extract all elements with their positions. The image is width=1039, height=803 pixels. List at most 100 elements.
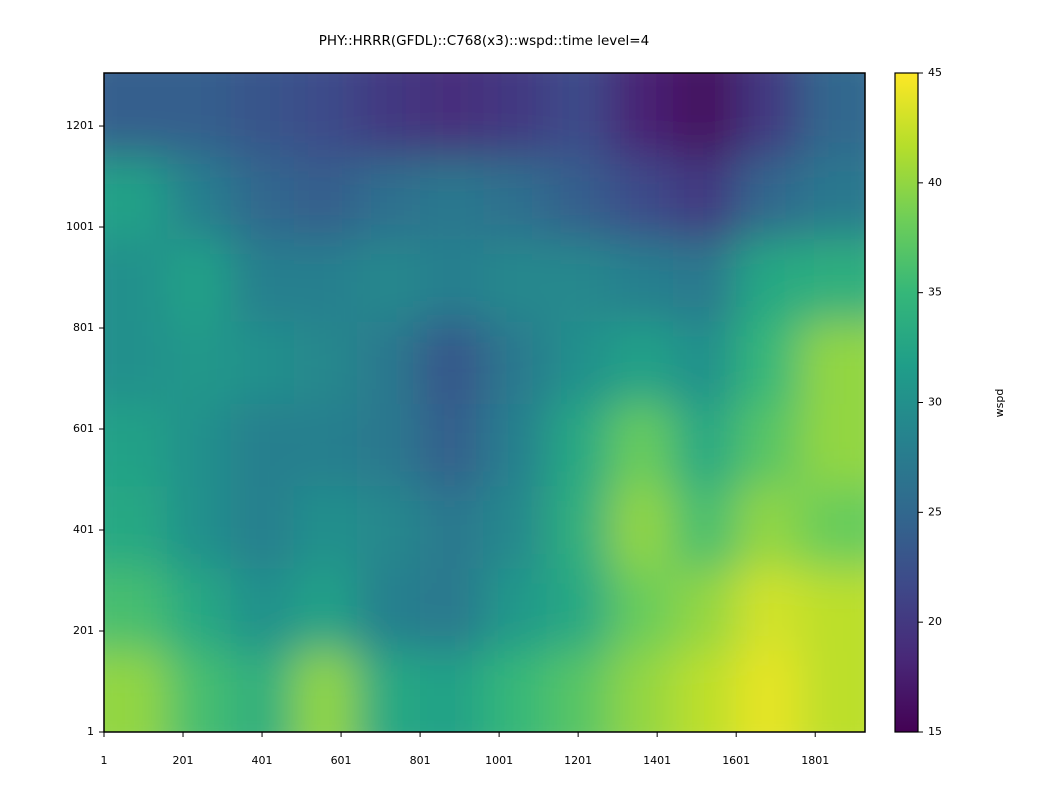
y-tick-label: 201 [73,624,94,637]
heatmap-cell [736,156,801,240]
y-tick-label: 801 [73,321,94,334]
heatmap-cell [672,320,738,405]
heatmap-cell [736,320,801,405]
heatmap-cell [546,403,611,487]
heatmap-cell [167,649,232,732]
y-tick-label: 601 [73,422,94,435]
heatmap-cell [420,156,485,240]
heatmap-cell [483,649,548,732]
heatmap-cell [799,403,865,487]
heatmap-cell [609,73,674,158]
heatmap-cell [230,320,295,405]
x-tick-label: 801 [410,754,431,767]
heatmap-cell [546,73,611,158]
heatmap-cell [609,485,674,569]
heatmap-cell [609,156,674,240]
heatmap-cell [356,649,422,732]
heatmap-cell [736,403,801,487]
heatmap-cell [420,238,485,322]
heatmap-cell [293,485,358,569]
heatmap-cell [293,649,358,732]
heatmap-cell [167,567,232,651]
heatmap-cell [546,238,611,322]
heatmap-cell [672,567,738,651]
heatmap-cell [104,485,169,569]
x-tick-label: 1401 [643,754,671,767]
colorbar-tick-label: 45 [928,66,942,79]
x-tick-label: 1 [101,754,108,767]
heatmap-cell [356,567,422,651]
heatmap-cell [799,567,865,651]
y-tick-label: 401 [73,523,94,536]
heatmap-cell [104,238,169,322]
heatmap-cell [420,320,485,405]
heatmap-cell [609,320,674,405]
heatmap-cell [356,156,422,240]
heatmap-cell [546,567,611,651]
heatmap-cell [483,238,548,322]
heatmap-cell [672,238,738,322]
x-tick-label: 601 [331,754,352,767]
heatmap-cell [293,73,358,158]
heatmap-cell [293,403,358,487]
heatmap-cell [609,567,674,651]
colorbar-tick-label: 15 [928,725,942,738]
heatmap-cell [483,403,548,487]
heatmap-cell [799,649,865,732]
heatmap-cell [420,403,485,487]
x-tick-label: 1601 [722,754,750,767]
heatmap-cell [167,485,232,569]
heatmap-cell [230,156,295,240]
heatmap-cell [483,156,548,240]
colorbar-tick-label: 35 [928,286,942,299]
x-tick-label: 1201 [564,754,592,767]
heatmap-cell [609,403,674,487]
plot-frame [103,72,866,733]
colorbar-label: wspd [993,389,1006,418]
heatmap-cell [672,156,738,240]
heatmap-cell [736,567,801,651]
heatmap-cell [167,156,232,240]
heatmap-cell [799,485,865,569]
heatmap-cell [104,403,169,487]
heatmap-cell [420,567,485,651]
heatmap-cell [672,73,738,158]
heatmap-cell [230,485,295,569]
heatmap-cell [420,73,485,158]
heatmap-cell [483,567,548,651]
heatmap-cell [736,485,801,569]
heatmap-cell [672,485,738,569]
heatmap-cell [546,485,611,569]
colorbar-tick-label: 20 [928,615,942,628]
heatmap-cell [230,649,295,732]
heatmap [104,73,865,732]
heatmap-cell [736,649,801,732]
heatmap-cell [420,649,485,732]
y-tick-label: 1201 [66,119,94,132]
colorbar [894,72,919,733]
heatmap-cell [799,238,865,322]
heatmap-cell [736,73,801,158]
heatmap-cell [293,156,358,240]
heatmap-cell [483,320,548,405]
heatmap-cell [104,567,169,651]
heatmap-cell [672,649,738,732]
heatmap-cell [546,649,611,732]
heatmap-cell [167,320,232,405]
heatmap-cell [356,73,422,158]
heatmap-cell [293,238,358,322]
heatmap-cell [230,403,295,487]
heatmap-cell [356,320,422,405]
colorbar-tick-label: 40 [928,176,942,189]
heatmap-cell [104,73,169,158]
colorbar-tick-label: 30 [928,396,942,409]
heatmap-cell [356,485,422,569]
x-tick-label: 1001 [485,754,513,767]
heatmap-cell [483,485,548,569]
heatmap-cell [104,156,169,240]
colorbar-tick-label: 25 [928,505,942,518]
heatmap-cell [167,403,232,487]
x-tick-label: 401 [252,754,273,767]
heatmap-cell [104,320,169,405]
x-tick-label: 1801 [801,754,829,767]
